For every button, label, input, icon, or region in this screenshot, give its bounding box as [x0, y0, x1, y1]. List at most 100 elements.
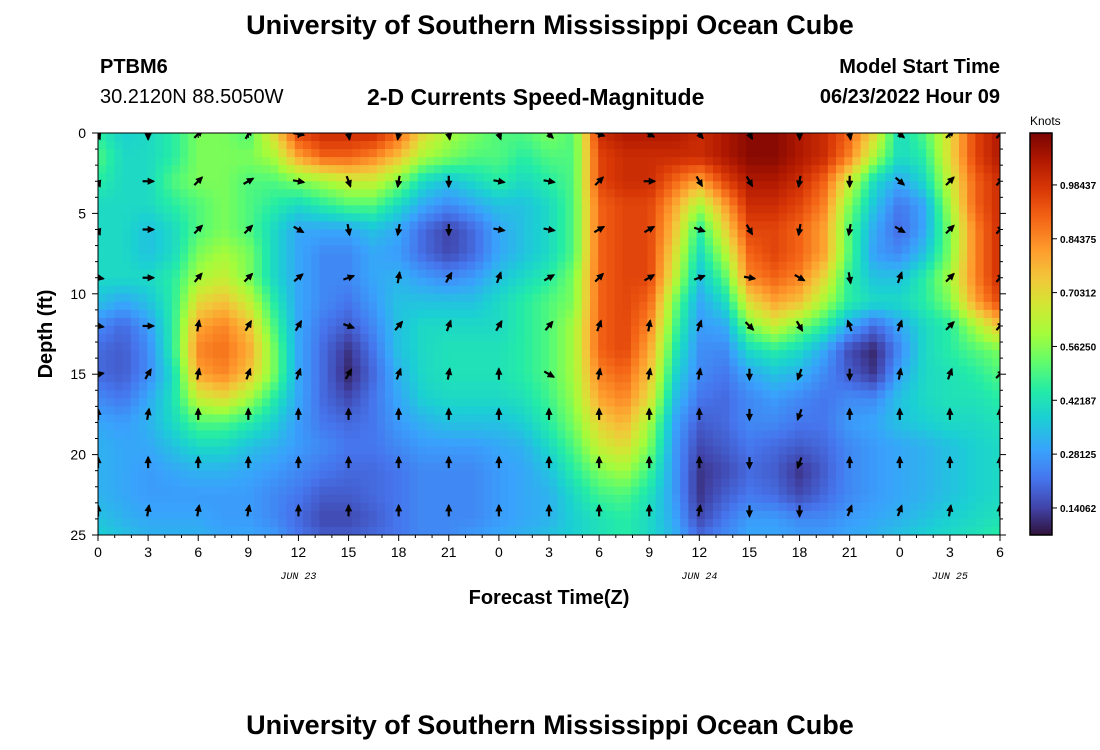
- heatmap-cell: [229, 213, 238, 223]
- heatmap-cell: [163, 438, 173, 448]
- heatmap-cell: [311, 325, 320, 335]
- heatmap-cell: [319, 406, 329, 415]
- heatmap-cell: [401, 245, 411, 255]
- heatmap-cell: [98, 197, 107, 206]
- heatmap-cell: [180, 133, 189, 142]
- heatmap-cell: [868, 374, 878, 383]
- heatmap-cell: [590, 342, 599, 351]
- heatmap-cell: [967, 285, 976, 295]
- heatmap-cell: [688, 253, 698, 263]
- heatmap-cell: [319, 293, 329, 303]
- heatmap-cell: [909, 366, 919, 375]
- heatmap-cell: [540, 133, 550, 142]
- heatmap-cell: [196, 430, 206, 440]
- heatmap-cell: [860, 285, 870, 295]
- heatmap-cell: [491, 462, 501, 472]
- heatmap-cell: [508, 325, 517, 335]
- heatmap-cell: [696, 245, 706, 255]
- heatmap-cell: [409, 181, 419, 190]
- heatmap-cell: [426, 462, 435, 472]
- heatmap-cell: [991, 277, 1000, 287]
- heatmap-cell: [885, 382, 894, 391]
- heatmap-cell: [130, 221, 140, 231]
- heatmap-cell: [311, 438, 320, 448]
- heatmap-cell: [803, 197, 812, 206]
- heatmap-cell: [983, 237, 993, 247]
- heatmap-cell: [811, 325, 821, 335]
- heatmap-cell: [918, 374, 927, 383]
- heatmap-cell: [819, 173, 829, 182]
- heatmap-cell: [950, 229, 960, 239]
- heatmap-cell: [663, 350, 673, 359]
- heatmap-cell: [672, 334, 681, 343]
- heatmap-cell: [868, 382, 878, 391]
- heatmap-cell: [385, 213, 394, 223]
- heatmap-cell: [212, 422, 222, 432]
- heatmap-cell: [467, 285, 476, 295]
- heatmap-cell: [253, 229, 263, 239]
- heatmap-cell: [827, 149, 837, 158]
- heatmap-cell: [442, 430, 452, 440]
- heatmap-cell: [729, 133, 739, 142]
- heatmap-cell: [647, 253, 657, 263]
- heatmap-cell: [278, 197, 288, 206]
- heatmap-cell: [778, 253, 788, 263]
- heatmap-cell: [713, 277, 722, 287]
- heatmap-cell: [786, 237, 796, 247]
- heatmap-cell: [147, 390, 156, 399]
- heatmap-cell: [401, 133, 411, 142]
- heatmap-cell: [549, 205, 558, 214]
- heatmap-cell: [696, 486, 706, 496]
- heatmap-cell: [458, 478, 468, 488]
- heatmap-cell: [549, 325, 558, 335]
- heatmap-cell: [590, 470, 599, 480]
- heatmap-cell: [106, 438, 115, 448]
- heatmap-cell: [237, 422, 247, 432]
- heatmap-cell: [975, 430, 985, 440]
- heatmap-cell: [729, 157, 739, 166]
- heatmap-cell: [311, 406, 320, 415]
- heatmap-cell: [877, 334, 886, 343]
- heatmap-cell: [639, 486, 648, 496]
- heatmap-cell: [549, 245, 558, 255]
- heatmap-cell: [762, 133, 771, 142]
- heatmap-cell: [680, 398, 689, 407]
- heatmap-cell: [557, 470, 566, 480]
- heatmap-cell: [409, 317, 419, 327]
- heatmap-cell: [967, 293, 976, 303]
- heatmap-cell: [147, 141, 156, 150]
- heatmap-cell: [106, 157, 115, 166]
- heatmap-cell: [450, 205, 460, 214]
- heatmap-cell: [770, 454, 780, 464]
- heatmap-cell: [590, 430, 599, 440]
- heatmap-cell: [721, 237, 730, 247]
- heatmap-cell: [590, 213, 599, 223]
- heatmap-cell: [581, 261, 591, 271]
- heatmap-cell: [614, 398, 624, 407]
- heatmap-cell: [155, 398, 165, 407]
- heatmap-cell: [852, 269, 862, 279]
- heatmap-cell: [139, 382, 148, 391]
- heatmap-cell: [499, 366, 509, 375]
- heatmap-cell: [540, 245, 550, 255]
- heatmap-cell: [385, 205, 394, 214]
- heatmap-cell: [770, 133, 780, 142]
- heatmap-cell: [163, 253, 173, 263]
- heatmap-cell: [122, 269, 132, 279]
- heatmap-cell: [417, 382, 427, 391]
- heatmap-cell: [844, 149, 853, 158]
- heatmap-cell: [836, 422, 845, 432]
- heatmap-cell: [385, 494, 394, 504]
- heatmap-cell: [983, 382, 993, 391]
- heatmap-cell: [983, 454, 993, 464]
- heatmap-cell: [524, 454, 534, 464]
- heatmap-cell: [417, 221, 427, 231]
- heatmap-cell: [204, 342, 214, 351]
- heatmap-cell: [967, 229, 976, 239]
- heatmap-cell: [417, 398, 427, 407]
- heatmap-cell: [893, 309, 903, 319]
- heatmap-cell: [434, 301, 443, 311]
- heatmap-cell: [237, 285, 247, 295]
- heatmap-cell: [393, 358, 402, 367]
- heatmap-cell: [499, 398, 509, 407]
